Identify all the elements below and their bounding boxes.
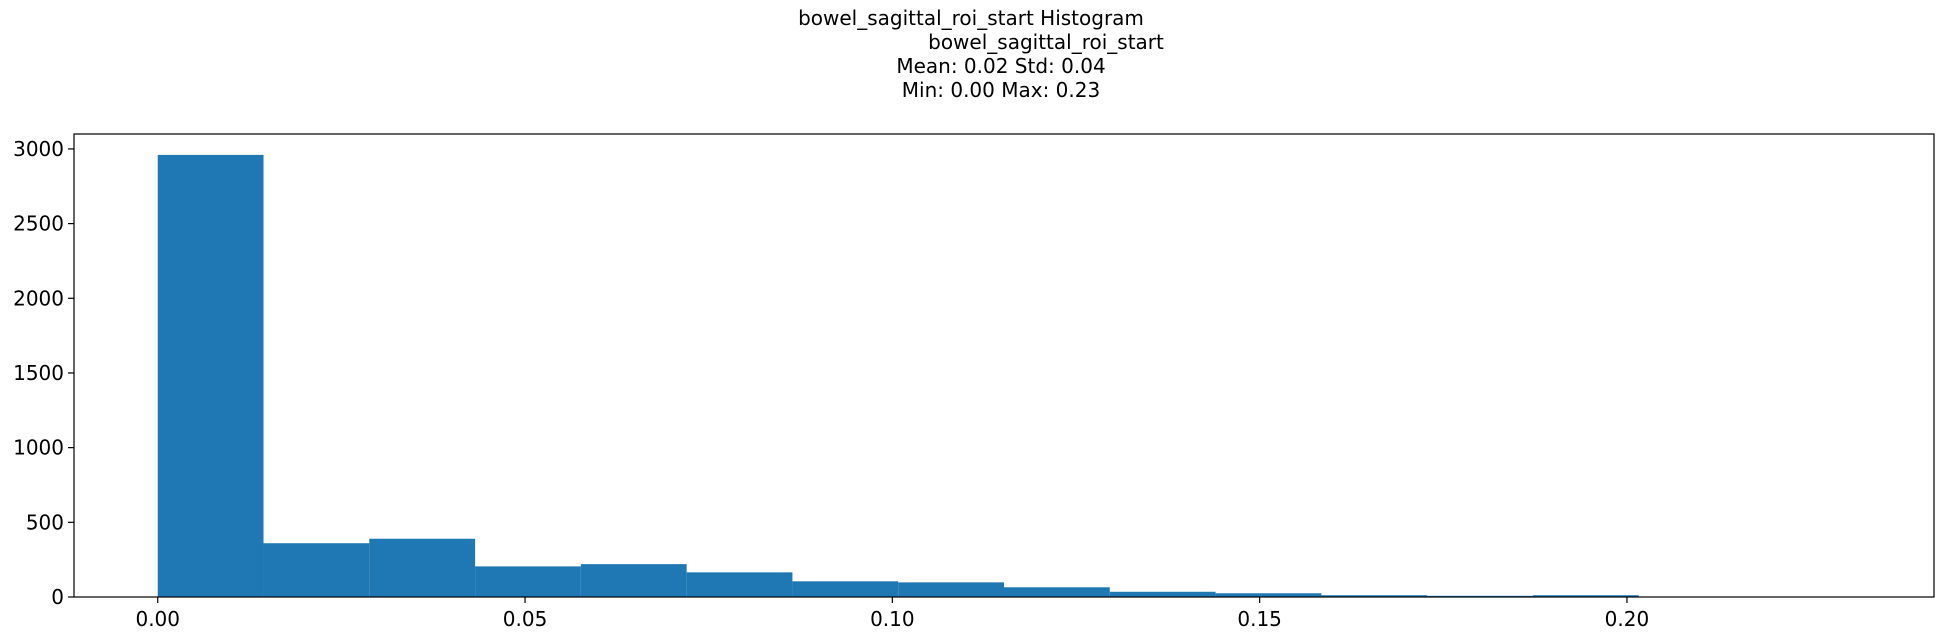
x-tick-label: 0.20 <box>1605 607 1650 631</box>
histogram-bar-12 <box>1321 595 1428 597</box>
y-tick-label: 3000 <box>13 137 64 161</box>
histogram-bar-9 <box>1004 587 1110 597</box>
histogram-bar-4 <box>475 566 581 597</box>
chart-title: bowel_sagittal_roi_start Histogram bowel… <box>0 6 1942 102</box>
histogram-bar-1 <box>157 154 264 598</box>
y-tick-label: 2000 <box>13 286 64 310</box>
y-tick-label: 2500 <box>13 212 64 236</box>
histogram-bar-3 <box>369 538 476 597</box>
histogram-bar-10 <box>1109 591 1216 597</box>
x-tick-label: 0.05 <box>503 607 548 631</box>
histogram-bar-7 <box>792 581 899 597</box>
y-tick-label: 500 <box>26 510 64 534</box>
x-axis: 0.00 0.05 0.10 0.15 0.20 <box>135 597 1649 631</box>
histogram-bar-14 <box>1532 595 1639 597</box>
histogram-bar-2 <box>263 543 370 597</box>
x-tick-label: 0.10 <box>870 607 915 631</box>
x-tick-label: 0.00 <box>135 607 180 631</box>
y-tick-label: 1000 <box>13 436 64 460</box>
chart-title-line-3: Mean: 0.02 Std: 0.04 <box>896 54 1106 78</box>
chart-title-line-2: bowel_sagittal_roi_start <box>928 30 1164 54</box>
bars-group <box>157 154 1851 598</box>
chart-title-line-1: bowel_sagittal_roi_start Histogram <box>798 6 1144 30</box>
y-axis: 0 500 1000 1500 2000 2500 3000 <box>13 137 74 609</box>
y-tick-label: 1500 <box>13 361 64 385</box>
histogram-bar-8 <box>898 582 1004 597</box>
x-tick-label: 0.15 <box>1237 607 1282 631</box>
plot-frame <box>73 133 1935 598</box>
y-tick-label: 0 <box>51 585 64 609</box>
chart-title-line-4: Min: 0.00 Max: 0.23 <box>901 78 1101 102</box>
histogram-bar-5 <box>580 564 687 597</box>
histogram-bar-6 <box>686 572 793 597</box>
histogram-bar-11 <box>1215 593 1322 597</box>
